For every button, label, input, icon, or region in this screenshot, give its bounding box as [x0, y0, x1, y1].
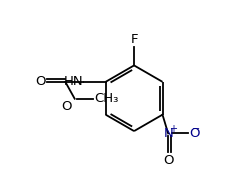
Text: F: F [130, 33, 138, 46]
Text: O: O [35, 75, 46, 88]
Text: O: O [61, 100, 72, 113]
Text: −: − [192, 124, 200, 134]
Text: CH₃: CH₃ [94, 92, 119, 105]
Text: N: N [163, 127, 173, 140]
Text: O: O [163, 154, 173, 167]
Text: O: O [190, 127, 200, 140]
Text: HN: HN [64, 75, 83, 88]
Text: +: + [169, 124, 177, 134]
